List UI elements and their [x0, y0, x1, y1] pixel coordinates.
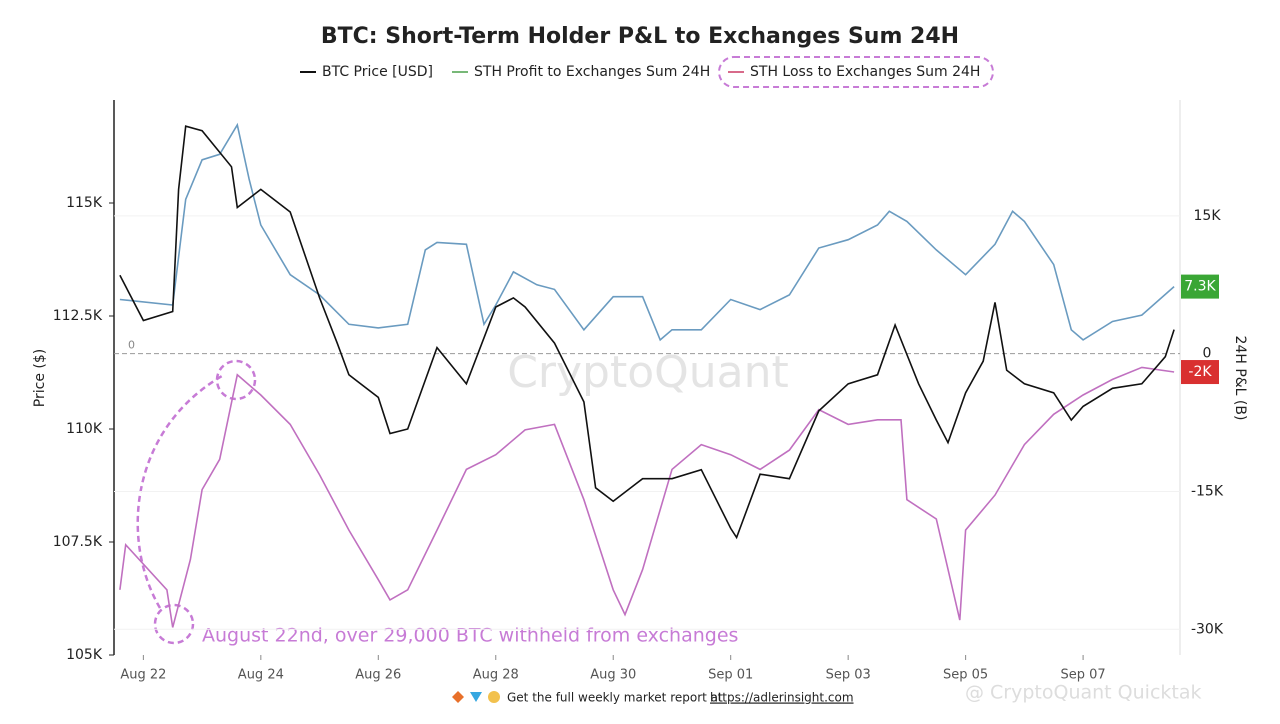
y-tick-label: 107.5K [53, 534, 103, 550]
y-tick-label: 112.5K [53, 308, 103, 324]
zero-line-label: 0 [128, 339, 135, 352]
series-line [119, 366, 1175, 628]
y2-tick-label: 0 [1203, 346, 1212, 362]
x-tick-label: Aug 30 [590, 668, 636, 683]
y-axis-label: Price ($) [32, 349, 48, 407]
y2-tick-label: -15K [1191, 483, 1224, 499]
y2-tick-label: -30K [1191, 621, 1224, 637]
x-tick-label: Sep 03 [826, 668, 871, 683]
x-tick-label: Sep 01 [708, 668, 753, 683]
y-tick-label: 105K [66, 647, 103, 663]
x-tick-label: Aug 26 [355, 668, 401, 683]
source-watermark: @ CryptoQuant Quicktak [965, 682, 1202, 704]
footer-link[interactable]: https://adlerinsight.com [710, 691, 854, 705]
x-tick-label: Aug 22 [120, 668, 166, 683]
current-value-label: -2K [1188, 364, 1212, 380]
y2-tick-label: 15K [1194, 208, 1222, 224]
current-value-badge [1181, 274, 1219, 299]
y-tick-label: 115K [66, 195, 103, 211]
series-line [119, 122, 1175, 342]
y2-axis-label: 24H P&L (B) [1232, 336, 1248, 421]
footer-icon [452, 691, 464, 703]
y-tick-label: 110K [66, 421, 103, 437]
x-tick-label: Sep 07 [1060, 668, 1105, 683]
footer-icon [488, 691, 500, 703]
annotation-circle [215, 359, 257, 401]
legend-label: STH Profit to Exchanges Sum 24H [474, 64, 710, 80]
x-tick-label: Aug 28 [473, 668, 519, 683]
footer-text: Get the full weekly market report at [507, 691, 723, 705]
current-value-badge [1181, 360, 1219, 385]
watermark: CryptoQuant [507, 347, 789, 398]
annotation: August 22nd, over 29,000 BTC withheld fr… [202, 625, 738, 647]
legend-label: STH Loss to Exchanges Sum 24H [750, 64, 980, 80]
annotation-circle [153, 603, 195, 645]
current-value-label: 7.3K [1184, 279, 1216, 295]
chart-title: BTC: Short-Term Holder P&L to Exchanges … [321, 24, 959, 49]
legend-label: BTC Price [USD] [322, 64, 433, 80]
footer-icon [470, 692, 482, 702]
x-tick-label: Sep 05 [943, 668, 988, 683]
annotation-arrow [136, 374, 223, 609]
series-line [119, 125, 1175, 540]
legend-highlight [718, 56, 994, 88]
x-tick-label: Aug 24 [238, 668, 284, 683]
